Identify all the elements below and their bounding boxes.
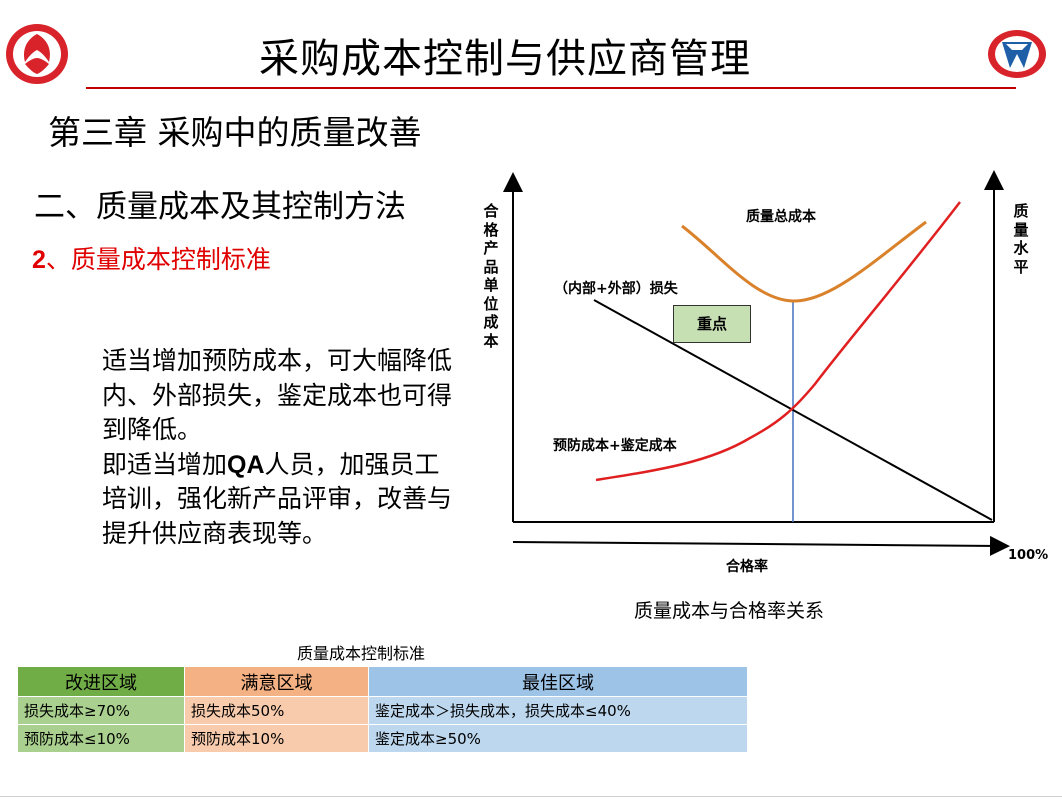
- table-cell: 损失成本50%: [184, 696, 369, 725]
- y2-axis-label: 质量水平: [1013, 202, 1029, 276]
- table-cell: 鉴定成本≥50%: [368, 724, 748, 753]
- table-cell: 鉴定成本＞损失成本，损失成本≤40%: [368, 696, 748, 725]
- subsection-number: 2: [32, 246, 46, 274]
- body-p2-pre: 即适当增加: [102, 449, 228, 479]
- body-paragraph-1: 适当增加预防成本，可大幅降低内、外部损失，鉴定成本也可得到降低。: [102, 346, 453, 444]
- table-cell: 预防成本10%: [184, 724, 369, 753]
- header-improve-zone: 改进区域: [17, 666, 185, 697]
- loss-label: （内部+外部）损失: [554, 281, 678, 297]
- body-paragraph-2: 即适当增加QA人员，加强员工培训，强化新产品评审，改善与提升供应商表现等。: [40, 448, 460, 552]
- subsection-heading: 2、质量成本控制标准: [32, 240, 271, 276]
- table-header-row: 改进区域 满意区域 最佳区域: [17, 666, 748, 697]
- table-caption: 质量成本控制标准: [297, 644, 426, 663]
- table-cell: 预防成本≤10%: [17, 724, 185, 753]
- key-point-box: 重点: [673, 305, 751, 343]
- dongfeng-logo-icon: [4, 22, 70, 86]
- company-emblem-icon: [986, 28, 1048, 80]
- table-row: 损失成本≥70% 损失成本50% 鉴定成本＞损失成本，损失成本≤40%: [17, 696, 748, 725]
- section-heading: 二、质量成本及其控制方法: [34, 189, 406, 225]
- body-p2-post: 人员，加强员工培训，强化新产品评审，改善与提升供应商表现等。: [102, 449, 453, 548]
- quality-cost-standard-table: 改进区域 满意区域 最佳区域 损失成本≥70% 损失成本50% 鉴定成本＞损失成…: [17, 666, 748, 753]
- subsection-text: 、质量成本控制标准: [45, 245, 271, 274]
- header-best-zone: 最佳区域: [368, 666, 748, 697]
- title-divider: [86, 87, 1016, 89]
- footer-divider: [0, 796, 1062, 797]
- loss-curve: [593, 299, 993, 521]
- x-end-label: 100%: [1008, 548, 1049, 563]
- header-satisfied-zone: 满意区域: [184, 666, 369, 697]
- chapter-heading: 第三章 采购中的质量改善: [48, 113, 422, 152]
- prevention-curve: [595, 201, 961, 482]
- prevention-label: 预防成本+鉴定成本: [553, 438, 677, 454]
- quality-cost-diagram: [470, 170, 1062, 600]
- table-row: 预防成本≤10% 预防成本10% 鉴定成本≥50%: [17, 724, 748, 753]
- page-title: 采购成本控制与供应商管理: [259, 36, 751, 82]
- body-text: 适当增加预防成本，可大幅降低内、外部损失，鉴定成本也可得到降低。 即适当增加QA…: [40, 344, 460, 551]
- y-axis-label: 合格产品单位成本: [483, 202, 499, 350]
- body-p2-qa: QA: [227, 450, 265, 479]
- total-cost-curve: [681, 220, 927, 303]
- table-cell: 损失成本≥70%: [17, 696, 185, 725]
- total-cost-label: 质量总成本: [746, 209, 816, 225]
- x-axis-label: 合格率: [726, 559, 768, 575]
- diagram-caption: 质量成本与合格率关系: [634, 600, 825, 622]
- x-axis: [512, 535, 1010, 556]
